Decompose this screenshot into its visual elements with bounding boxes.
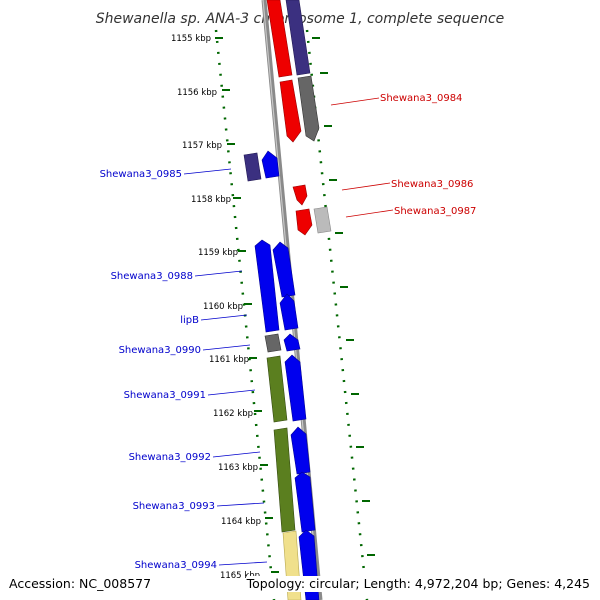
gene-label[interactable]: Shewana3_0991: [124, 390, 206, 401]
gene-feature[interactable]: [297, 75, 320, 142]
gene-feature[interactable]: [285, 0, 311, 76]
gene-feature[interactable]: [254, 239, 280, 333]
gene-feature[interactable]: [284, 354, 307, 422]
gene-feature[interactable]: [266, 0, 293, 78]
gene-feature[interactable]: [272, 241, 296, 298]
gene-feature[interactable]: [279, 293, 299, 331]
forward-gene-labels: Shewana3_0985 Shewana3_0988 lipB Shewana…: [100, 169, 217, 571]
genome-stats-text: Topology: circular; Length: 4,972,204 bp…: [246, 576, 590, 592]
tick-label: 1161 kbp: [209, 355, 249, 365]
gene-feature[interactable]: [294, 471, 316, 533]
tick-label: 1157 kbp: [182, 141, 222, 151]
tick-label: 1160 kbp: [203, 302, 243, 312]
accession-text: Accession: NC_008577: [9, 576, 152, 592]
gene-feature[interactable]: [283, 333, 301, 352]
tick-label: 1158 kbp: [191, 195, 231, 205]
gene-label[interactable]: Shewana3_0986: [391, 179, 473, 190]
tick-label: 1163 kbp: [218, 463, 258, 473]
gene-feature[interactable]: [295, 208, 313, 236]
right-dotted-track: [305, 29, 369, 600]
gene-feature[interactable]: [313, 206, 332, 234]
gene-feature[interactable]: [273, 427, 296, 533]
gene-feature[interactable]: [261, 150, 280, 179]
gene-label[interactable]: Shewana3_0993: [133, 501, 215, 512]
gene-feature[interactable]: [266, 355, 288, 423]
tick-label: 1155 kbp: [171, 34, 211, 44]
gene-feature[interactable]: [290, 426, 311, 475]
tick-label: 1164 kbp: [221, 517, 261, 527]
gene-label[interactable]: Shewana3_0987: [394, 206, 476, 217]
tick-label: 1156 kbp: [177, 88, 217, 98]
gene-label[interactable]: Shewana3_0994: [135, 560, 217, 571]
tick-label: 1165 kbp: [220, 571, 260, 581]
gene-feature[interactable]: [292, 184, 308, 206]
label-leaders: [183, 97, 394, 566]
right-ticks: [312, 37, 375, 556]
gene-label[interactable]: lipB: [180, 315, 199, 326]
gene-label[interactable]: Shewana3_0992: [129, 452, 211, 463]
gene-feature[interactable]: [243, 152, 262, 182]
gene-label[interactable]: Shewana3_0990: [119, 345, 201, 356]
gene-feature[interactable]: [279, 79, 302, 143]
left-ticks: [215, 37, 279, 573]
tick-label: 1162 kbp: [213, 409, 253, 419]
gene-label[interactable]: Shewana3_0984: [380, 93, 462, 104]
tick-labels: 1155 kbp 1156 kbp 1157 kbp 1158 kbp 1159…: [171, 34, 261, 581]
reverse-gene-labels: Shewana3_0984 Shewana3_0986 Shewana3_098…: [380, 93, 476, 217]
tick-label: 1159 kbp: [198, 248, 238, 258]
gene-feature[interactable]: [264, 333, 282, 353]
gene-label[interactable]: Shewana3_0988: [111, 271, 193, 282]
gene-label[interactable]: Shewana3_0985: [100, 169, 182, 180]
reverse-strand-genes: [266, 0, 332, 236]
